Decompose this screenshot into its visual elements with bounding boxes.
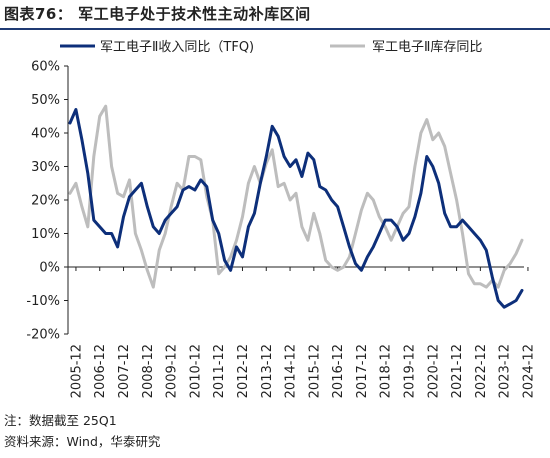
x-tick-label: 2020-12	[426, 344, 441, 398]
x-tick-label: 2008-12	[141, 344, 156, 398]
x-tick-label: 2018-12	[379, 344, 394, 398]
x-tick-label: 2006-12	[93, 344, 108, 398]
x-tick-label: 2009-12	[165, 344, 180, 398]
series-line-revenue-yoy	[68, 108, 524, 309]
y-tick-label: -10%	[26, 294, 60, 309]
chart-title: 图表76： 军工电子处于技术性主动补库区间	[4, 5, 311, 23]
x-axis: 2005-12 2006-12 2007-12 2008-12 2009-12 2010-…	[68, 266, 536, 398]
y-axis: -20% -10% 0% 10% 20% 30% 40% 50% 60%	[26, 60, 69, 343]
x-tick-label: 2014-12	[284, 344, 299, 398]
x-tick-label: 2021-12	[450, 344, 465, 398]
legend: 军工电子Ⅱ收入同比（TFQ) 军工电子Ⅱ库存同比	[60, 39, 482, 55]
legend-label-series-1: 军工电子Ⅱ收入同比（TFQ)	[100, 40, 254, 55]
x-tick-label: 2005-12	[69, 344, 84, 398]
x-tick-label: 2012-12	[236, 344, 251, 398]
plot-lines	[68, 104, 524, 309]
footnote: 注：数据截至 25Q1	[4, 413, 117, 428]
y-tick-label: 30%	[31, 160, 60, 175]
x-tick-label: 2013-12	[260, 344, 275, 398]
x-tick-label: 2010-12	[188, 344, 203, 398]
x-tick-label: 2023-12	[498, 344, 513, 398]
y-tick-label: 60%	[31, 60, 60, 75]
x-tick-label: 2019-12	[403, 344, 418, 398]
y-tick-label: 10%	[31, 227, 60, 242]
source-note: 资料来源：Wind，华泰研究	[4, 434, 161, 449]
y-tick-label: 50%	[31, 93, 60, 108]
x-tick-label: 2015-12	[307, 344, 322, 398]
x-tick-label: 2017-12	[355, 344, 370, 398]
x-tick-label: 2007-12	[117, 344, 132, 398]
y-tick-label: 40%	[31, 127, 60, 142]
x-tick-label: 2024-12	[521, 344, 536, 398]
title-divider	[0, 28, 550, 30]
x-tick-label: 2016-12	[331, 344, 346, 398]
series-line-inventory-yoy	[68, 104, 524, 289]
line-chart: 军工电子Ⅱ收入同比（TFQ) 军工电子Ⅱ库存同比 -20% -10% 0% 10% 20…	[26, 39, 536, 398]
x-tick-label: 2022-12	[474, 344, 489, 398]
y-tick-label: 0%	[39, 261, 60, 276]
y-tick-label: -20%	[26, 328, 60, 343]
legend-label-series-2: 军工电子Ⅱ库存同比	[372, 39, 482, 55]
y-tick-label: 20%	[31, 194, 60, 209]
x-tick-label: 2011-12	[212, 344, 227, 398]
